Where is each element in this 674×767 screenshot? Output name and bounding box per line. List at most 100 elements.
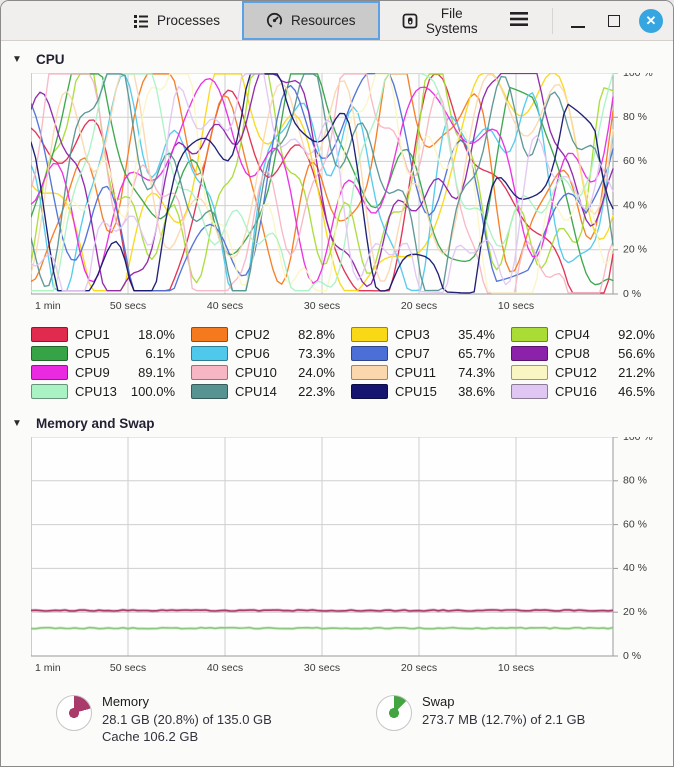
cpu-name-label: CPU7 — [395, 346, 430, 361]
cpu-name-label: CPU9 — [75, 365, 110, 380]
cpu-name-label: CPU5 — [75, 346, 110, 361]
svg-text:40 secs: 40 secs — [207, 662, 243, 674]
cpu-name-label: CPU4 — [555, 327, 590, 342]
tab-bar: Processes Resources File Systems — [111, 1, 500, 40]
cpu-color-swatch — [511, 327, 548, 342]
cpu-legend-item: CPU15 38.6% — [343, 382, 503, 401]
cpu-usage-value: 6.1% — [145, 346, 175, 361]
cpu-color-swatch — [351, 327, 388, 342]
cpu-color-swatch — [351, 365, 388, 380]
cpu-legend-item: CPU5 6.1% — [23, 344, 183, 363]
memory-label: Memory — [102, 694, 149, 709]
cpu-usage-value: 100.0% — [130, 384, 175, 399]
cpu-legend-item: CPU13 100.0% — [23, 382, 183, 401]
memory-section-toggle[interactable]: ▼ Memory and Swap — [1, 411, 673, 435]
cpu-name-label: CPU16 — [555, 384, 597, 399]
cpu-section-title: CPU — [36, 51, 65, 67]
cpu-section-toggle[interactable]: ▼ CPU — [1, 47, 673, 71]
svg-text:50 secs: 50 secs — [110, 300, 146, 312]
cpu-legend-item: CPU11 74.3% — [343, 363, 503, 382]
tab-resources-label: Resources — [291, 13, 356, 28]
minimize-button[interactable] — [567, 10, 589, 32]
svg-text:0 %: 0 % — [623, 288, 641, 300]
tab-processes-label: Processes — [157, 13, 221, 28]
cpu-legend: CPU1 18.0% CPU2 82.8% CPU3 35.4% CPU4 92.0% CPU5… — [23, 325, 663, 401]
cpu-legend-item: CPU10 24.0% — [183, 363, 343, 382]
close-button[interactable]: ✕ — [639, 8, 663, 33]
cpu-usage-value: 46.5% — [618, 384, 655, 399]
controls-divider — [552, 7, 553, 34]
svg-text:40 secs: 40 secs — [207, 300, 243, 312]
cpu-usage-value: 82.8% — [298, 327, 335, 342]
cpu-history-chart: 100 % 80 % 60 % 40 % 20 % 0 % 1 min 50 secs 40 s… — [30, 67, 673, 321]
cpu-usage-value: 18.0% — [138, 327, 175, 342]
cpu-name-label: CPU8 — [555, 346, 590, 361]
cpu-legend-item: CPU1 18.0% — [23, 325, 183, 344]
cpu-name-label: CPU2 — [235, 327, 270, 342]
window-controls: ✕ — [500, 1, 673, 40]
svg-text:10 secs: 10 secs — [498, 300, 534, 312]
cpu-usage-value: 92.0% — [618, 327, 655, 342]
cpu-legend-item: CPU4 92.0% — [503, 325, 663, 344]
svg-text:30 secs: 30 secs — [304, 300, 340, 312]
svg-text:20 %: 20 % — [623, 244, 647, 256]
minimize-icon — [571, 25, 585, 28]
cpu-color-swatch — [351, 384, 388, 399]
svg-text:80 %: 80 % — [623, 475, 647, 487]
cpu-name-label: CPU10 — [235, 365, 277, 380]
tab-file-systems[interactable]: File Systems — [380, 1, 500, 40]
cpu-legend-item: CPU2 82.8% — [183, 325, 343, 344]
memory-info-block: Memory 28.1 GB (20.8%) of 135.0 GB Cache… — [56, 693, 376, 746]
memory-swap-info: Memory 28.1 GB (20.8%) of 135.0 GB Cache… — [56, 693, 673, 746]
svg-text:60 %: 60 % — [623, 155, 647, 167]
network-section-title: Network — [36, 764, 89, 766]
cpu-legend-item: CPU8 56.6% — [503, 344, 663, 363]
cpu-color-swatch — [511, 365, 548, 380]
cpu-name-label: CPU14 — [235, 384, 277, 399]
maximize-button[interactable] — [603, 10, 625, 32]
svg-text:60 %: 60 % — [623, 518, 647, 530]
cpu-expander-icon: ▼ — [12, 53, 22, 65]
cpu-name-label: CPU3 — [395, 327, 430, 342]
cpu-name-label: CPU1 — [75, 327, 110, 342]
cpu-legend-item: CPU14 22.3% — [183, 382, 343, 401]
cpu-color-swatch — [191, 327, 228, 342]
network-section-toggle[interactable]: ▶ Network — [1, 760, 673, 766]
svg-text:0 %: 0 % — [623, 650, 641, 662]
svg-text:20 secs: 20 secs — [401, 300, 437, 312]
svg-text:1 min: 1 min — [35, 662, 61, 674]
cpu-name-label: CPU11 — [395, 365, 436, 380]
memory-history-chart: 100 % 80 % 60 % 40 % 20 % 0 % 1 min 50 secs 40 s… — [30, 431, 673, 683]
maximize-icon — [608, 14, 620, 27]
cpu-usage-value: 38.6% — [458, 384, 495, 399]
svg-text:40 %: 40 % — [623, 199, 647, 211]
tab-resources[interactable]: Resources — [242, 1, 380, 40]
svg-text:20 %: 20 % — [623, 606, 647, 618]
memory-section-title: Memory and Swap — [36, 415, 155, 431]
svg-text:10 secs: 10 secs — [498, 662, 534, 674]
swap-label: Swap — [422, 694, 455, 709]
hamburger-menu-button[interactable] — [500, 8, 538, 33]
cpu-usage-value: 21.2% — [618, 365, 655, 380]
cpu-color-swatch — [191, 346, 228, 361]
svg-text:50 secs: 50 secs — [110, 662, 146, 674]
cpu-color-swatch — [191, 384, 228, 399]
cpu-usage-value: 73.3% — [298, 346, 335, 361]
resources-view: ▼ CPU 100 % 80 % 60 % 40 % 20 % 0 % 1 min 50 se… — [1, 41, 673, 766]
memory-cache-text: Cache 106.2 GB — [102, 729, 199, 745]
file-systems-disk-icon — [402, 13, 418, 29]
tab-file-systems-label: File Systems — [425, 5, 478, 36]
cpu-legend-item: CPU3 35.4% — [343, 325, 503, 344]
swap-pie-icon — [376, 695, 412, 731]
cpu-legend-item: CPU16 46.5% — [503, 382, 663, 401]
svg-text:1 min: 1 min — [35, 300, 61, 312]
cpu-color-swatch — [31, 365, 68, 380]
svg-text:40 %: 40 % — [623, 562, 647, 574]
memory-usage-text: 28.1 GB (20.8%) of 135.0 GB — [102, 711, 272, 727]
cpu-name-label: CPU12 — [555, 365, 597, 380]
tab-processes[interactable]: Processes — [111, 1, 242, 40]
svg-text:30 secs: 30 secs — [304, 662, 340, 674]
cpu-color-swatch — [511, 346, 548, 361]
memory-pie-icon — [56, 695, 92, 731]
